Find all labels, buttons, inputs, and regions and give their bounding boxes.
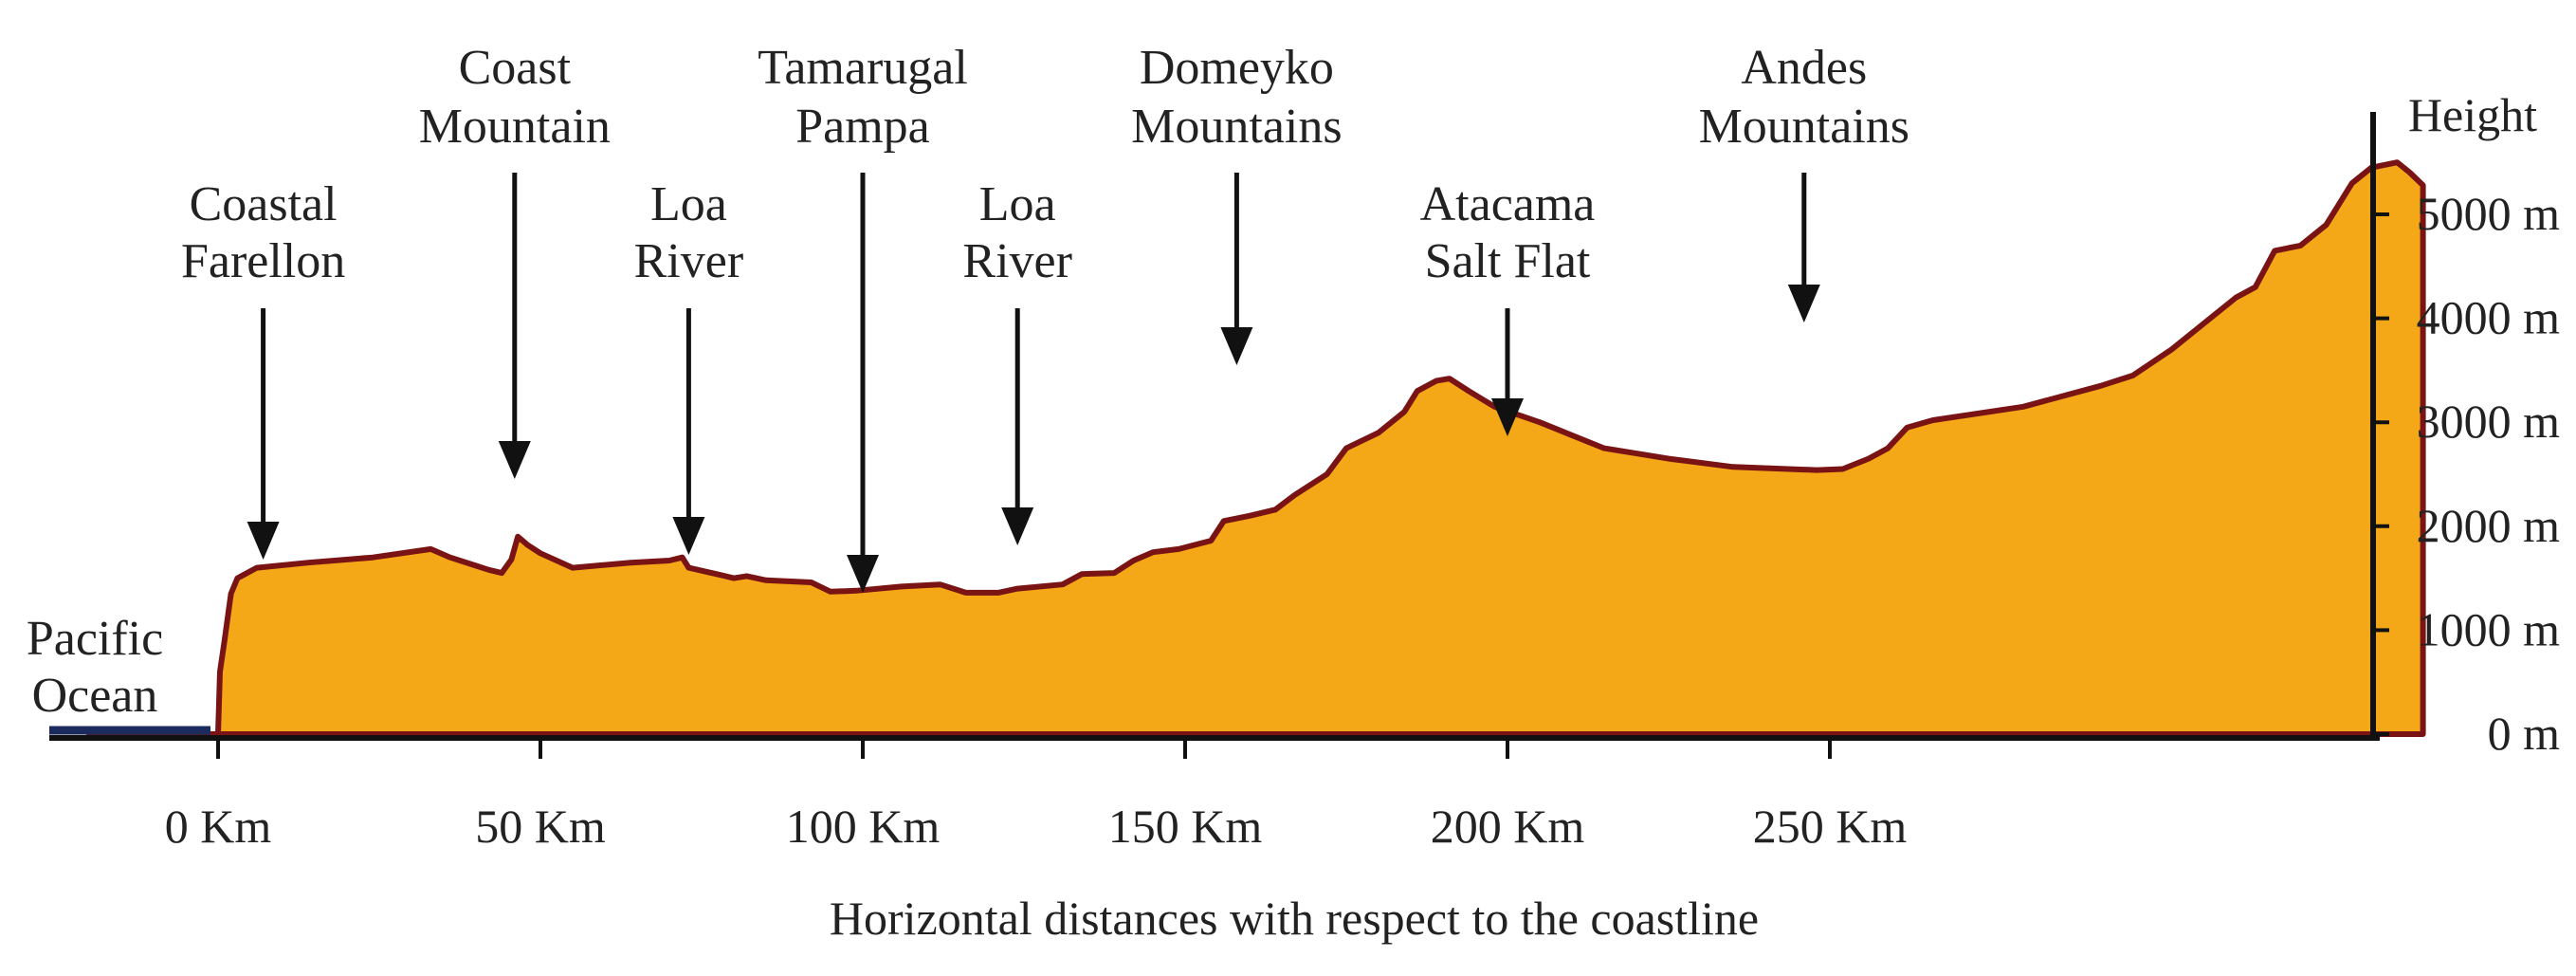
x-tick-label: 50 Km [475, 800, 606, 853]
arrow-head-icon [1787, 285, 1820, 322]
arrow-head-icon [247, 522, 280, 560]
feature-label-line2: Salt Flat [1425, 234, 1591, 288]
y-tick-label: 5000 m [2417, 187, 2561, 240]
feature-label-line2: Mountains [1131, 100, 1342, 154]
feature-label-line1: Loa [650, 177, 727, 231]
y-tick-label: 4000 m [2417, 291, 2561, 344]
feature-label-line2: River [962, 234, 1072, 288]
arrow-head-icon [1001, 507, 1034, 545]
x-tick-label: 200 Km [1431, 800, 1585, 853]
arrow-head-icon [1220, 327, 1253, 365]
arrow-head-icon [498, 441, 531, 479]
x-tick-label: 150 Km [1108, 800, 1263, 853]
ocean-label-line1: Pacific [27, 612, 163, 666]
y-tick-label: 2000 m [2417, 499, 2561, 552]
y-tick-label: 3000 m [2417, 395, 2561, 448]
ocean-label-line2: Ocean [32, 669, 158, 723]
feature-label-line1: Andes [1741, 41, 1867, 95]
x-axis-ticks: 0 Km 50 Km 100 Km 150 Km 200 Km 250 Km [165, 738, 1908, 853]
terrain-profile [86, 159, 2426, 737]
feature-label-line2: Farellon [181, 234, 345, 288]
arrow-head-icon [1491, 398, 1524, 436]
x-tick-label: 0 Km [165, 800, 272, 853]
feature-label-line1: Tamarugal [758, 41, 968, 95]
feature-label-line1: Coast [459, 41, 572, 95]
y-tick-label: 1000 m [2417, 602, 2561, 655]
x-tick-label: 100 Km [786, 800, 941, 853]
arrow-head-icon [847, 555, 879, 593]
arrow-head-icon [672, 517, 705, 555]
feature-label-line2: Pampa [795, 100, 930, 154]
feature-label-line1: Coastal [190, 177, 338, 231]
height-axis-label: Height [2408, 88, 2537, 141]
y-tick-label: 0 m [2488, 707, 2561, 760]
feature-annotations: CoastalFarellonCoastMountainLoaRiverTama… [181, 41, 1909, 593]
feature-label-line2: Mountain [419, 100, 611, 154]
feature-label-line1: Atacama [1420, 177, 1596, 231]
feature-label-line1: Domeyko [1140, 41, 1334, 95]
y-axis-ticks: 0 m 1000 m 2000 m 3000 m 4000 m 5000 m [2373, 187, 2560, 760]
x-tick-label: 250 Km [1753, 800, 1908, 853]
feature-label-line2: River [634, 234, 744, 288]
feature-label-line1: Loa [979, 177, 1056, 231]
x-axis-title: Horizontal distances with respect to the… [830, 892, 1759, 945]
feature-label-line2: Mountains [1699, 100, 1909, 154]
